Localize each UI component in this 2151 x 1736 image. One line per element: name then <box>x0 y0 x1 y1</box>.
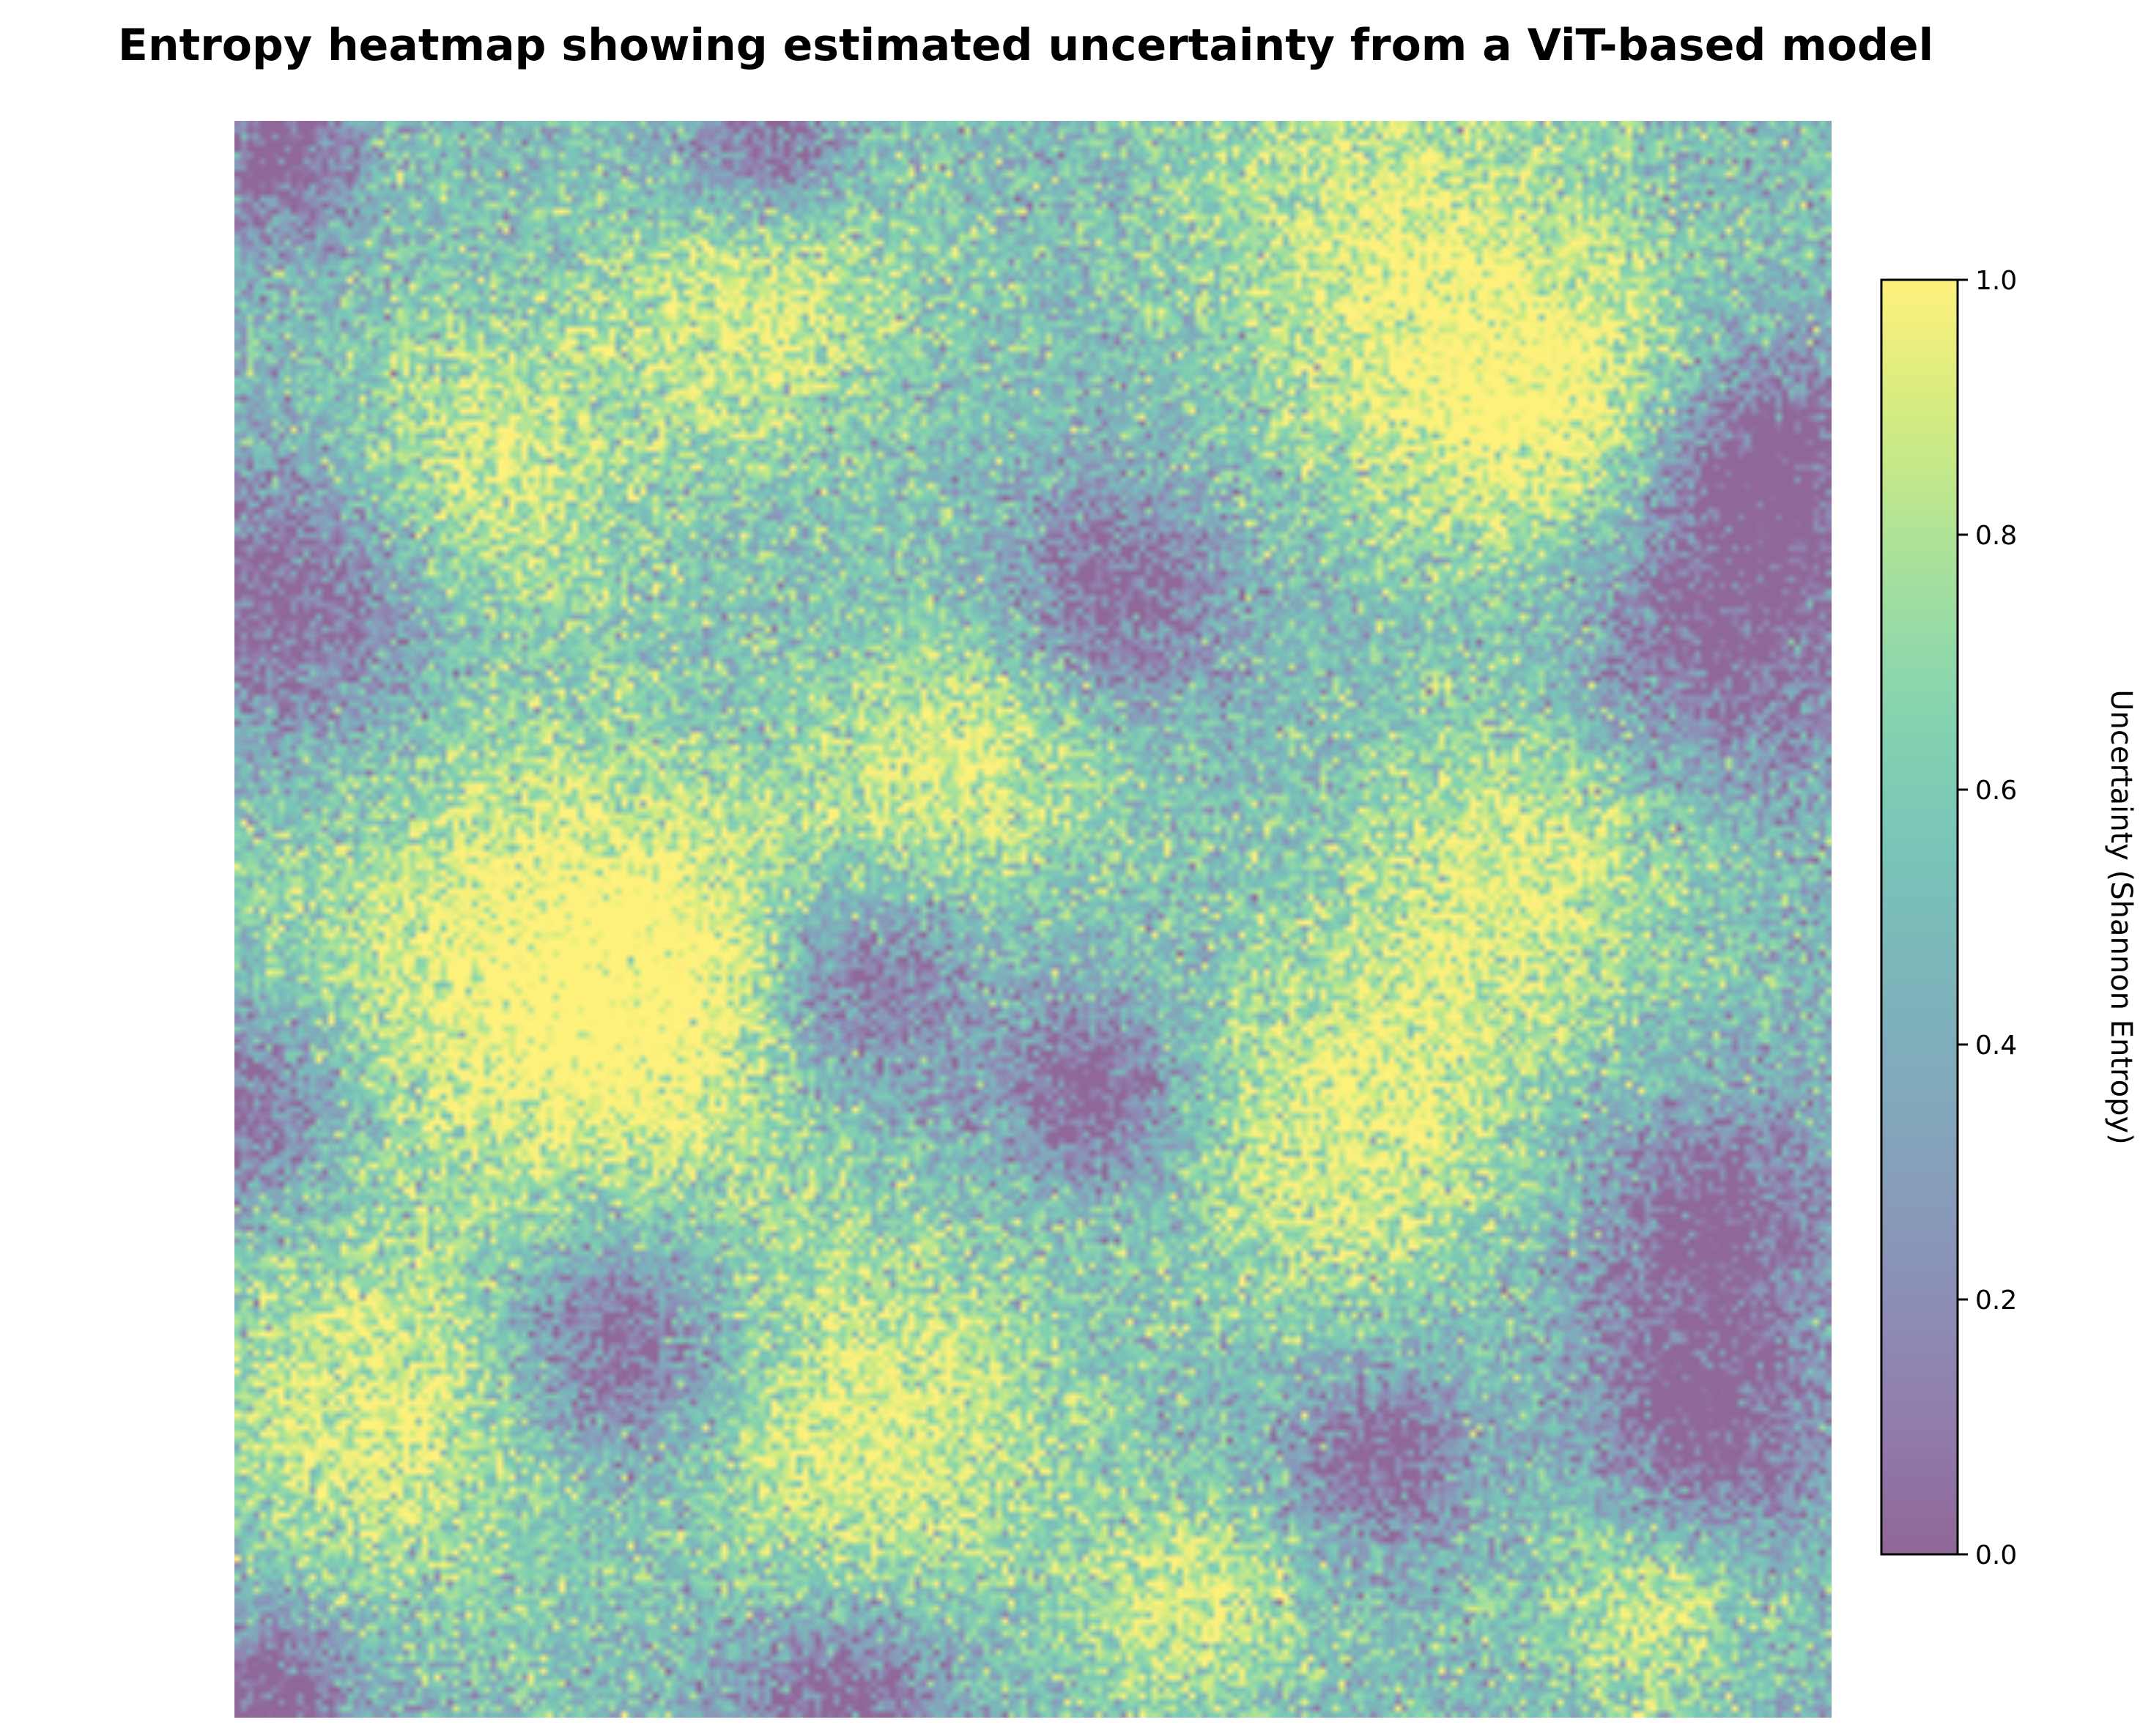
colorbar-tick-label: 0.6 <box>1975 776 2017 806</box>
entropy-heatmap <box>234 121 1832 1718</box>
chart-title: Entropy heatmap showing estimated uncert… <box>117 20 1934 71</box>
colorbar-tick-label: 1.0 <box>1975 266 2017 296</box>
colorbar-label: Uncertainty (Shannon Entropy) <box>2104 689 2138 1145</box>
colorbar-tick-label: 0.4 <box>1975 1031 2017 1061</box>
colorbar-ticks: 0.0 0.2 0.4 0.6 0.8 1.0 <box>1958 266 2017 1570</box>
colorbar: 0.0 0.2 0.4 0.6 0.8 1.0 Uncertainty (Shannon … <box>1880 266 2138 1570</box>
colorbar-tick-label: 0.8 <box>1975 521 2017 551</box>
colorbar-tick-label: 0.0 <box>1975 1540 2017 1570</box>
colorbar-tick-label: 0.2 <box>1975 1286 2017 1316</box>
colorbar-gradient <box>1880 278 1959 1556</box>
